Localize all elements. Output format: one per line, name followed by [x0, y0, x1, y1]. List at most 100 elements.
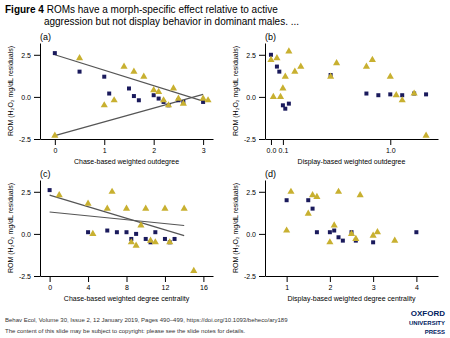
triangle-point [411, 89, 418, 95]
x-axis: 1 2 3 4 [266, 276, 439, 291]
triangle-point [181, 205, 188, 211]
tick: 1 [103, 139, 107, 154]
tick: 2.5 [21, 189, 40, 196]
regression-line [55, 55, 203, 101]
square-point [173, 237, 177, 241]
triangle-point [165, 101, 172, 107]
panel-label: (c) [40, 169, 51, 179]
panel: 1234-2.50.02.5Display-based weighted deg… [232, 169, 439, 303]
x-axis-line [266, 276, 439, 277]
triangle-point [391, 237, 398, 243]
x-axis-title: Chase-based weighted degree centrality [64, 295, 190, 303]
tick: 0.0 [267, 139, 277, 154]
square-point [105, 229, 109, 233]
subtitle-line: aggression but not display behavior in d… [44, 16, 299, 27]
triangle-point [423, 132, 430, 138]
triangle-point [326, 238, 333, 244]
tick-label: 2 [152, 147, 156, 154]
square-point [306, 198, 310, 202]
triangle-point [363, 62, 370, 68]
triangle-point [282, 73, 289, 79]
square-point [332, 229, 336, 233]
triangle-point [152, 238, 159, 244]
triangle-point [399, 96, 406, 102]
tick: 2.5 [21, 52, 40, 59]
tick-label: 3 [372, 284, 376, 291]
square-point [311, 207, 315, 211]
panel-label: (a) [40, 32, 51, 42]
square-point [275, 65, 279, 69]
triangle-point [56, 191, 63, 197]
triangle-point [348, 230, 355, 236]
tick: -2.5 [244, 273, 265, 280]
tick: 0.0 [21, 94, 40, 101]
square-point [287, 102, 291, 106]
panel: 0481216-2.50.02.5Chase-based weighted de… [7, 169, 214, 303]
tick-label: 0.0 [21, 94, 31, 101]
tick-label: 0 [53, 147, 57, 154]
tick-mark [154, 139, 155, 145]
tick-mark [34, 97, 40, 98]
x-axis: 0481216 [41, 276, 214, 291]
triangle-point [89, 230, 96, 236]
tick: 2 [328, 276, 332, 291]
tick-label: 1.0 [386, 147, 396, 154]
title: Figure 4 [5, 4, 44, 15]
tick: 0.0 [21, 231, 40, 238]
y-axis: -2.50.02.5 [244, 44, 266, 143]
triangle-point [190, 267, 197, 273]
tick: 0.0 [246, 94, 265, 101]
plot-area [283, 188, 418, 245]
square-point [53, 51, 57, 55]
triangle-point [109, 188, 116, 194]
triangle-point [357, 191, 364, 197]
publisher: UNIVERSITY [409, 320, 445, 326]
tick: 3 [372, 276, 376, 291]
triangle-point [133, 242, 140, 248]
triangle-point [111, 96, 118, 102]
subtitle-line: ROMs have a morph-specific effect relati… [44, 4, 278, 15]
tick: 4 [87, 276, 91, 291]
tick-label: -2.5 [19, 273, 31, 280]
tick: 0.1 [279, 139, 289, 154]
tick-label: -2.5 [244, 273, 256, 280]
triangle-point [333, 59, 340, 65]
panel: 0.00.11.0-2.50.02.5Display-based weighte… [232, 32, 439, 166]
tick-mark [127, 276, 128, 282]
tick-label: 3 [202, 147, 206, 154]
triangle-point [313, 193, 320, 199]
tick-label: 0.0 [246, 231, 256, 238]
tick: 0.0 [246, 231, 265, 238]
tick-label: 1 [103, 147, 107, 154]
tick-label: 1 [285, 284, 289, 291]
tick-label: 4 [415, 284, 419, 291]
tick-mark [416, 276, 417, 282]
square-point [152, 93, 156, 97]
triangle-point [305, 210, 312, 216]
square-point [78, 70, 82, 74]
tick-label: -2.5 [19, 136, 31, 143]
publisher: OXFORD [411, 309, 445, 318]
tick-label: 16 [200, 284, 208, 291]
tick: 0 [53, 139, 57, 154]
square-point [328, 230, 332, 234]
tick-mark [283, 139, 284, 145]
tick-label: -2.5 [244, 136, 256, 143]
triangle-point [51, 132, 58, 138]
triangle-point [283, 226, 290, 232]
tick-mark [34, 234, 40, 235]
tick-label: 12 [162, 284, 170, 291]
plot-area [48, 188, 198, 273]
tick: -2.5 [19, 136, 40, 143]
triangle-point [331, 221, 338, 227]
footer: The content of this slide may be subject… [5, 328, 245, 334]
triangle-point [84, 199, 91, 205]
regression-line [55, 94, 203, 135]
tick-label: 2.5 [21, 189, 31, 196]
triangle-point [273, 54, 280, 60]
tick-label: 2.5 [246, 189, 256, 196]
triangle-point [147, 237, 154, 243]
tick-mark [104, 139, 105, 145]
square-point [371, 240, 375, 244]
triangle-point [279, 84, 286, 90]
